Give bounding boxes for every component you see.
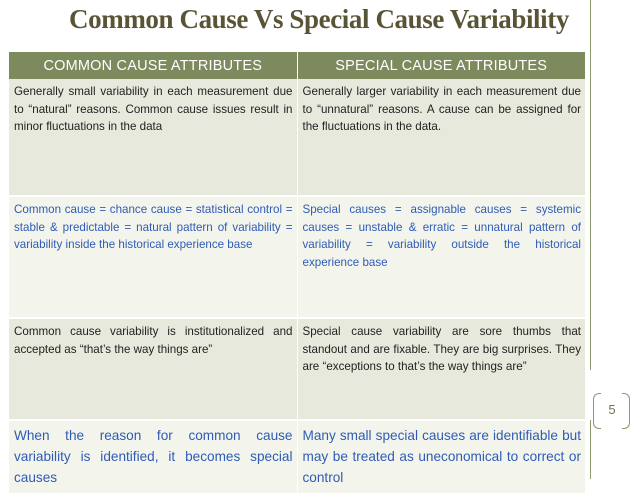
common-cause-cell: Common cause = chance cause = statistica… bbox=[9, 196, 298, 319]
accent-line-top bbox=[590, 0, 591, 370]
page-number-bracket-left bbox=[593, 393, 601, 429]
special-cause-cell: Special cause variability are sore thumb… bbox=[297, 318, 585, 421]
special-cause-cell: Generally larger variability in each mea… bbox=[297, 79, 585, 197]
slide-title: Common Cause Vs Special Cause Variabilit… bbox=[69, 4, 569, 34]
table-row: Generally small variability in each meas… bbox=[9, 79, 585, 197]
page-number: 5 bbox=[608, 402, 616, 417]
header-special-cause: SPECIAL CAUSE ATTRIBUTES bbox=[297, 52, 585, 79]
attributes-table: COMMON CAUSE ATTRIBUTES SPECIAL CAUSE AT… bbox=[9, 52, 585, 495]
common-cause-cell: When the reason for common cause variabi… bbox=[9, 420, 298, 495]
table-header-row: COMMON CAUSE ATTRIBUTES SPECIAL CAUSE AT… bbox=[9, 52, 585, 79]
accent-line-bottom bbox=[590, 420, 591, 479]
header-common-cause: COMMON CAUSE ATTRIBUTES bbox=[9, 52, 298, 79]
special-cause-cell: Special causes = assignable causes = sys… bbox=[297, 196, 585, 319]
page-number-bracket-right bbox=[622, 393, 630, 429]
table-row: Common cause = chance cause = statistica… bbox=[9, 196, 585, 319]
special-cause-cell: Many small special causes are identifiab… bbox=[297, 420, 585, 495]
table-row: When the reason for common cause variabi… bbox=[9, 420, 585, 495]
table-row: Common cause variability is institutiona… bbox=[9, 318, 585, 421]
common-cause-cell: Generally small variability in each meas… bbox=[9, 79, 298, 197]
common-cause-cell: Common cause variability is institutiona… bbox=[9, 318, 298, 421]
